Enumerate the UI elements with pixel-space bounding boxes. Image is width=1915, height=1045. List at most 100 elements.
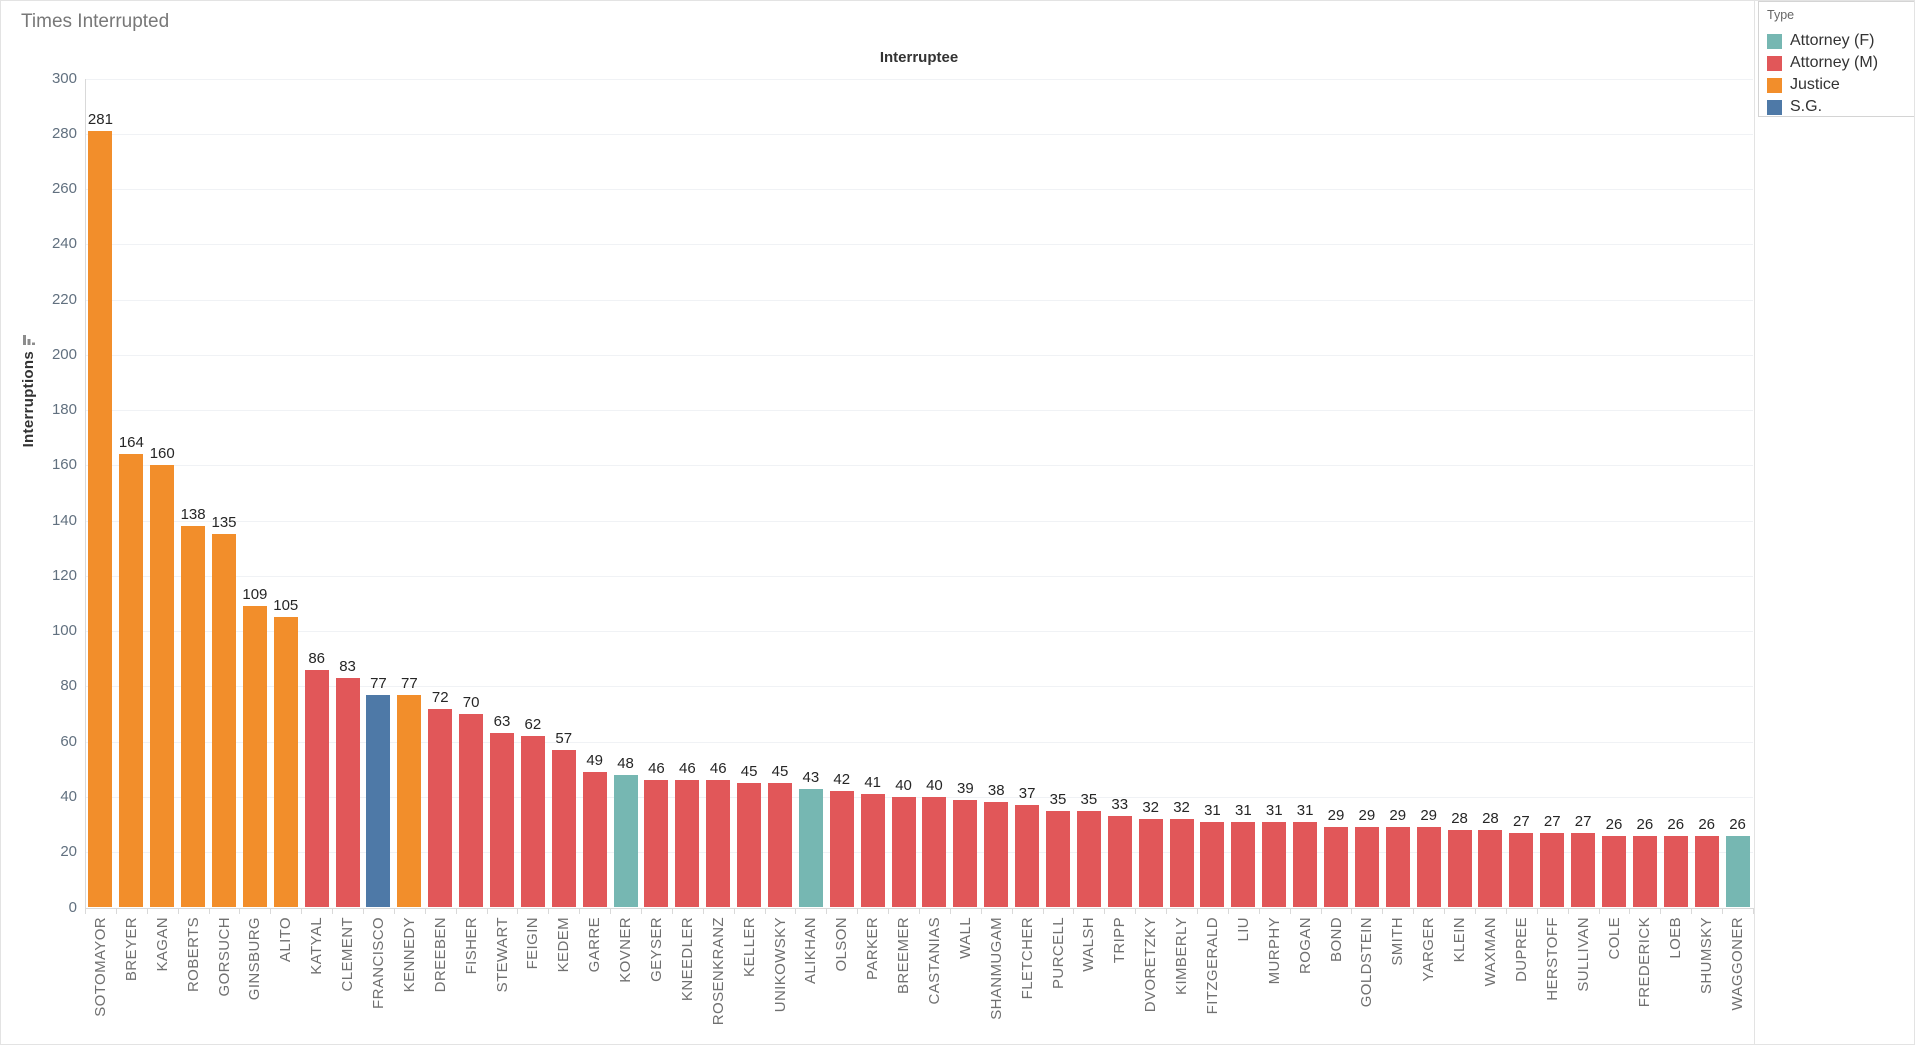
sort-descending-icon[interactable] — [22, 333, 35, 346]
x-axis-tick — [1382, 907, 1384, 914]
bar-sotomayor[interactable] — [88, 131, 113, 908]
bar-stewart[interactable] — [490, 733, 514, 908]
bar-kneedler[interactable] — [675, 780, 700, 908]
bar-kovner[interactable] — [613, 774, 638, 908]
bar-katyal[interactable] — [304, 669, 329, 908]
bar-purcell[interactable] — [1046, 810, 1070, 908]
bar-waggoner[interactable] — [1725, 835, 1750, 908]
bar-yarger[interactable] — [1416, 827, 1441, 908]
bar-value-label: 29 — [1327, 807, 1345, 825]
bar-value-label: 77 — [400, 674, 418, 692]
bar-value-label: 38 — [987, 782, 1005, 800]
legend-item-justice[interactable]: Justice — [1767, 74, 1906, 96]
bar-kagan[interactable] — [150, 465, 175, 908]
bar-francisco[interactable] — [366, 694, 391, 908]
bar-loeb[interactable] — [1663, 835, 1688, 908]
bar-kedem[interactable] — [551, 749, 576, 908]
bar-ginsburg[interactable] — [242, 606, 267, 908]
x-axis-tick — [1073, 907, 1075, 914]
bar-unikowsky[interactable] — [768, 783, 792, 908]
bar-fisher[interactable] — [459, 714, 484, 908]
x-axis-label: FLETCHER — [1018, 917, 1036, 1000]
gridline — [85, 796, 1753, 798]
x-axis-label: FITZGERALD — [1203, 917, 1221, 1015]
bar-gorsuch[interactable] — [212, 534, 236, 908]
bar-garre[interactable] — [582, 772, 607, 908]
x-axis-tick — [671, 907, 673, 914]
bar-parker[interactable] — [860, 794, 885, 908]
x-axis-label: WAXMAN — [1481, 917, 1499, 987]
bar-value-label: 72 — [431, 688, 449, 706]
bar-breemer[interactable] — [891, 796, 916, 908]
x-axis-tick — [764, 907, 766, 914]
legend-swatch — [1767, 77, 1782, 93]
bar-liu[interactable] — [1231, 821, 1256, 908]
bar-dreeben[interactable] — [428, 708, 453, 908]
x-axis-label: KNEEDLER — [678, 917, 696, 1002]
chart-title: Interruptee — [879, 49, 959, 66]
bar-shumsky[interactable] — [1694, 835, 1719, 908]
legend-item-attorney-m[interactable]: Attorney (M) — [1767, 52, 1906, 74]
bar-waxman[interactable] — [1478, 830, 1503, 908]
bar-dvoretzky[interactable] — [1138, 819, 1163, 908]
bar-value-label: 41 — [864, 774, 881, 792]
bar-feigin[interactable] — [520, 736, 545, 908]
bar-alito[interactable] — [273, 617, 298, 908]
bar-sullivan[interactable] — [1571, 832, 1596, 908]
bar-clement[interactable] — [335, 678, 360, 908]
x-axis-tick — [239, 907, 241, 914]
bar-herstoff[interactable] — [1540, 832, 1565, 908]
bar-alikhan[interactable] — [798, 788, 823, 908]
x-axis-tick — [702, 907, 704, 914]
x-axis-label: KELLER — [740, 917, 758, 977]
bar-cole[interactable] — [1602, 835, 1626, 908]
bar-murphy[interactable] — [1262, 821, 1287, 908]
x-axis-label: COLE — [1605, 917, 1623, 960]
bar-frederick[interactable] — [1632, 835, 1657, 908]
bar-keller[interactable] — [737, 783, 762, 908]
bar-geyser[interactable] — [644, 780, 669, 908]
bar-dupree[interactable] — [1509, 832, 1534, 908]
bar-bond[interactable] — [1324, 827, 1348, 908]
bar-walsh[interactable] — [1076, 810, 1101, 908]
bar-value-label: 28 — [1482, 810, 1499, 828]
bar-rosenkranz[interactable] — [706, 780, 731, 908]
x-axis-tick — [919, 907, 920, 914]
bar-castanias[interactable] — [922, 796, 947, 908]
bar-value-label: 45 — [740, 763, 758, 781]
bar-value-label: 46 — [709, 760, 727, 778]
bar-fletcher[interactable] — [1015, 805, 1040, 908]
bar-roberts[interactable] — [181, 526, 206, 908]
bar-goldstein[interactable] — [1354, 827, 1379, 908]
bar-wall[interactable] — [953, 799, 978, 908]
x-axis-tick — [1536, 907, 1538, 914]
bar-value-label: 35 — [1080, 790, 1098, 808]
x-axis-tick — [85, 907, 86, 914]
bar-value-label: 31 — [1234, 801, 1252, 819]
x-axis-label: FRANCISCO — [369, 917, 387, 1009]
bar-klein[interactable] — [1447, 830, 1472, 908]
bar-shanmugam[interactable] — [984, 802, 1009, 908]
x-axis-tick — [393, 907, 395, 914]
legend-item-attorney-f[interactable]: Attorney (F) — [1767, 30, 1906, 52]
bar-tripp[interactable] — [1107, 816, 1132, 908]
legend-item-s-g[interactable]: S.G. — [1767, 96, 1906, 118]
x-axis-label: FREDERICK — [1636, 917, 1654, 1008]
x-axis-label: MURPHY — [1265, 917, 1283, 985]
bar-olson[interactable] — [829, 791, 854, 908]
bar-value-label: 31 — [1265, 801, 1283, 819]
y-axis-tick-label: 80 — [60, 677, 77, 695]
y-axis-tick-label: 200 — [51, 345, 77, 363]
x-axis-label: BREYER — [122, 917, 140, 982]
legend-label: Justice — [1790, 76, 1840, 93]
bar-rogan[interactable] — [1293, 821, 1318, 908]
bar-kimberly[interactable] — [1169, 819, 1194, 908]
bar-fitzgerald[interactable] — [1200, 821, 1225, 908]
bar-smith[interactable] — [1385, 827, 1410, 908]
bar-breyer[interactable] — [119, 454, 144, 908]
bar-value-label: 37 — [1018, 785, 1036, 803]
bar-kennedy[interactable] — [397, 694, 422, 908]
x-axis-label: KEDEM — [555, 917, 573, 973]
x-axis-tick — [1475, 907, 1476, 914]
x-axis-label: SHUMSKY — [1698, 917, 1716, 994]
